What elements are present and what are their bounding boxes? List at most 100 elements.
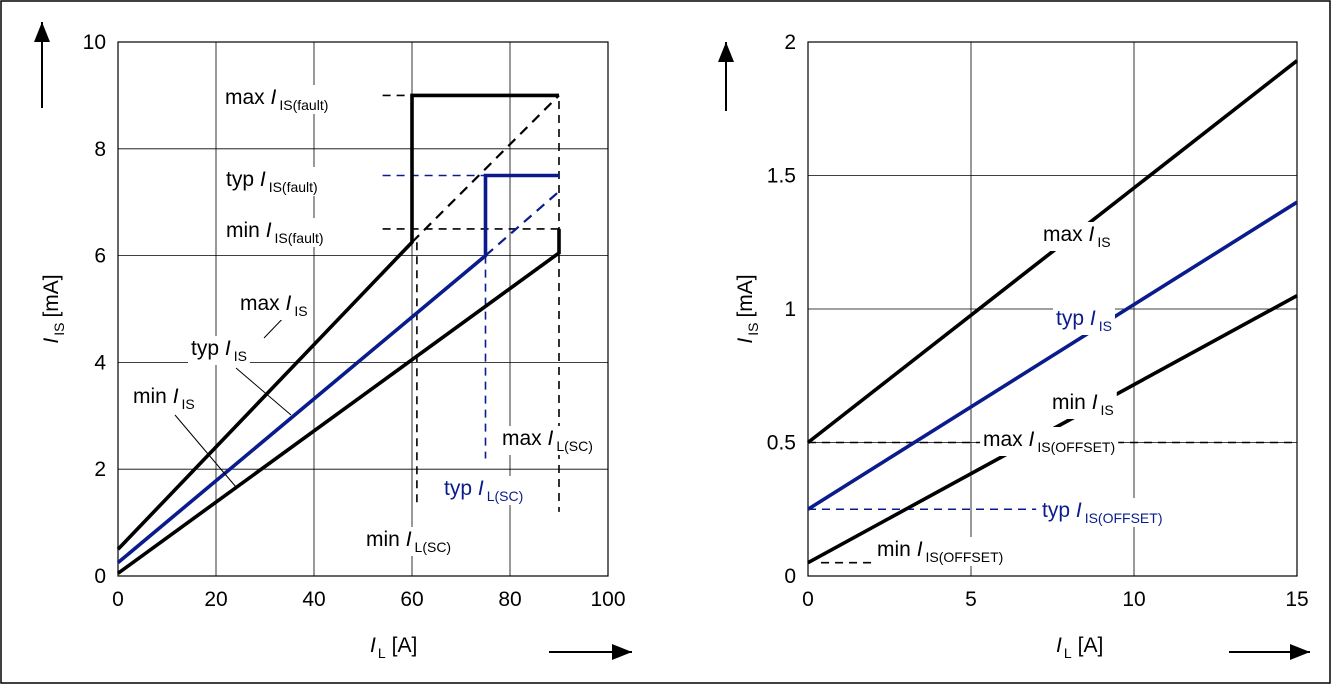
series-line-extension [411, 94, 560, 244]
annotation-label-subscript: IS [1101, 402, 1114, 418]
annotation-label-symbol: I [260, 168, 266, 191]
y-direction-arrow-head [34, 22, 50, 42]
annotation-label: max I IS(OFFSET) [983, 428, 1115, 455]
x-tick-label: 0 [802, 588, 814, 611]
y-axis-symbol: I [40, 338, 63, 344]
annotation-background [188, 336, 250, 365]
x-tick-label: 0 [112, 588, 124, 611]
y-axis-symbol: I [734, 338, 757, 344]
y-tick-label: 2 [94, 458, 106, 481]
series-line [807, 200, 1298, 511]
annotation-background [130, 384, 198, 413]
annotation-label-prefix: min [226, 219, 266, 242]
series-line [116, 228, 561, 575]
annotation-label-subscript: L(SC) [487, 488, 524, 504]
annotation-background [1049, 390, 1117, 419]
annotation-background [441, 476, 527, 505]
annotation-label-prefix: max [240, 292, 286, 315]
annotation-label: min I L(SC) [366, 528, 451, 555]
annotation-background [874, 537, 1007, 566]
annotation-label-prefix: max [502, 427, 548, 450]
annotation-label: typ I IS(fault) [226, 168, 318, 195]
annotation-label-subscript: IS(fault) [275, 230, 324, 246]
x-axis-symbol: I [1056, 634, 1062, 657]
y-axis-unit: [mA] [734, 274, 757, 317]
x-axis-unit: [A] [1078, 634, 1104, 657]
annotation-label: max I L(SC) [502, 427, 593, 454]
x-tick-label: 15 [1285, 588, 1308, 611]
annotation-label: max I IS(fault) [225, 86, 328, 113]
annotation-background [223, 167, 321, 196]
annotation-label-symbol: I [917, 538, 923, 561]
annotation-label-symbol: I [173, 385, 179, 408]
annotation-label-symbol: I [1092, 391, 1098, 414]
annotation-label-subscript: IS(fault) [279, 97, 328, 113]
y-tick-label: 2 [784, 31, 796, 54]
annotation-label-subscript: IS(OFFSET) [1085, 510, 1163, 526]
y-tick-label: 4 [94, 351, 106, 374]
annotation-label-prefix: typ [226, 168, 260, 191]
callout-leader [235, 367, 292, 416]
y-tick-label: 1 [784, 298, 796, 321]
y-tick-label: 0 [94, 565, 106, 588]
annotation-label-symbol: I [286, 292, 292, 315]
annotation-label-subscript: IS(fault) [269, 179, 318, 195]
x-axis-unit: [A] [392, 634, 418, 657]
annotation-label-subscript: IS(OFFSET) [1037, 439, 1115, 455]
y-tick-label: 0 [784, 565, 796, 588]
series-line [116, 173, 559, 565]
annotation-background [363, 527, 455, 556]
annotation-background [222, 85, 332, 114]
x-tick-label: 20 [204, 588, 227, 611]
annotation-label-subscript: IS [1097, 234, 1110, 250]
y-axis-subscript: IS [51, 323, 67, 336]
annotation-label-prefix: min [877, 538, 917, 561]
plot-area [807, 41, 1298, 577]
x-tick-label: 80 [498, 588, 521, 611]
x-tick-label: 100 [590, 588, 625, 611]
annotation-label-prefix: min [366, 528, 406, 551]
y-axis-subscript: IS [745, 323, 761, 336]
x-tick-label: 60 [400, 588, 423, 611]
x-tick-label: 40 [302, 588, 325, 611]
annotation-label: min I IS [1052, 391, 1114, 418]
annotation-background [223, 218, 327, 247]
annotation-label: min I IS [133, 385, 195, 412]
annotation-label: min I IS(OFFSET) [877, 538, 1003, 565]
annotation-label-symbol: I [225, 337, 231, 360]
y-tick-label: 8 [94, 138, 106, 161]
x-direction-arrow-head [1290, 644, 1310, 660]
x-direction-arrow-head [612, 644, 632, 660]
y-axis-label: I IS [mA] [40, 274, 67, 343]
annotation-label-subscript: IS(OFFSET) [926, 549, 1004, 565]
annotation-label-prefix: min [1052, 391, 1092, 414]
annotation-label: typ I L(SC) [444, 477, 523, 504]
annotation-background [1040, 222, 1114, 251]
annotation-label-prefix: min [133, 385, 173, 408]
y-tick-label: 6 [94, 245, 106, 268]
annotation-label-subscript: L(SC) [415, 539, 452, 555]
x-axis-symbol: I [370, 634, 376, 657]
annotation-label: max I IS [1043, 223, 1111, 250]
annotation-label-symbol: I [1089, 223, 1095, 246]
y-tick-label: 0.5 [767, 432, 796, 455]
annotation-label-subscript: IS [234, 348, 247, 364]
annotation-label-symbol: I [266, 219, 272, 242]
annotation-label-symbol: I [1029, 428, 1035, 451]
annotation-label-prefix: typ [191, 337, 225, 360]
x-axis-label: I L [A] [370, 634, 417, 661]
x-tick-label: 5 [965, 588, 977, 611]
callout-leader [174, 414, 237, 488]
annotation-label-subscript: IS [1099, 318, 1112, 334]
annotation-label-prefix: max [225, 86, 271, 109]
annotation-label-prefix: max [1043, 223, 1089, 246]
annotation-background [237, 291, 311, 320]
annotation-label-symbol: I [548, 427, 554, 450]
annotation-label-symbol: I [406, 528, 412, 551]
annotation-label-subscript: IS [182, 396, 195, 412]
annotation-label-prefix: typ [1056, 307, 1090, 330]
annotation-label-prefix: typ [444, 477, 478, 500]
